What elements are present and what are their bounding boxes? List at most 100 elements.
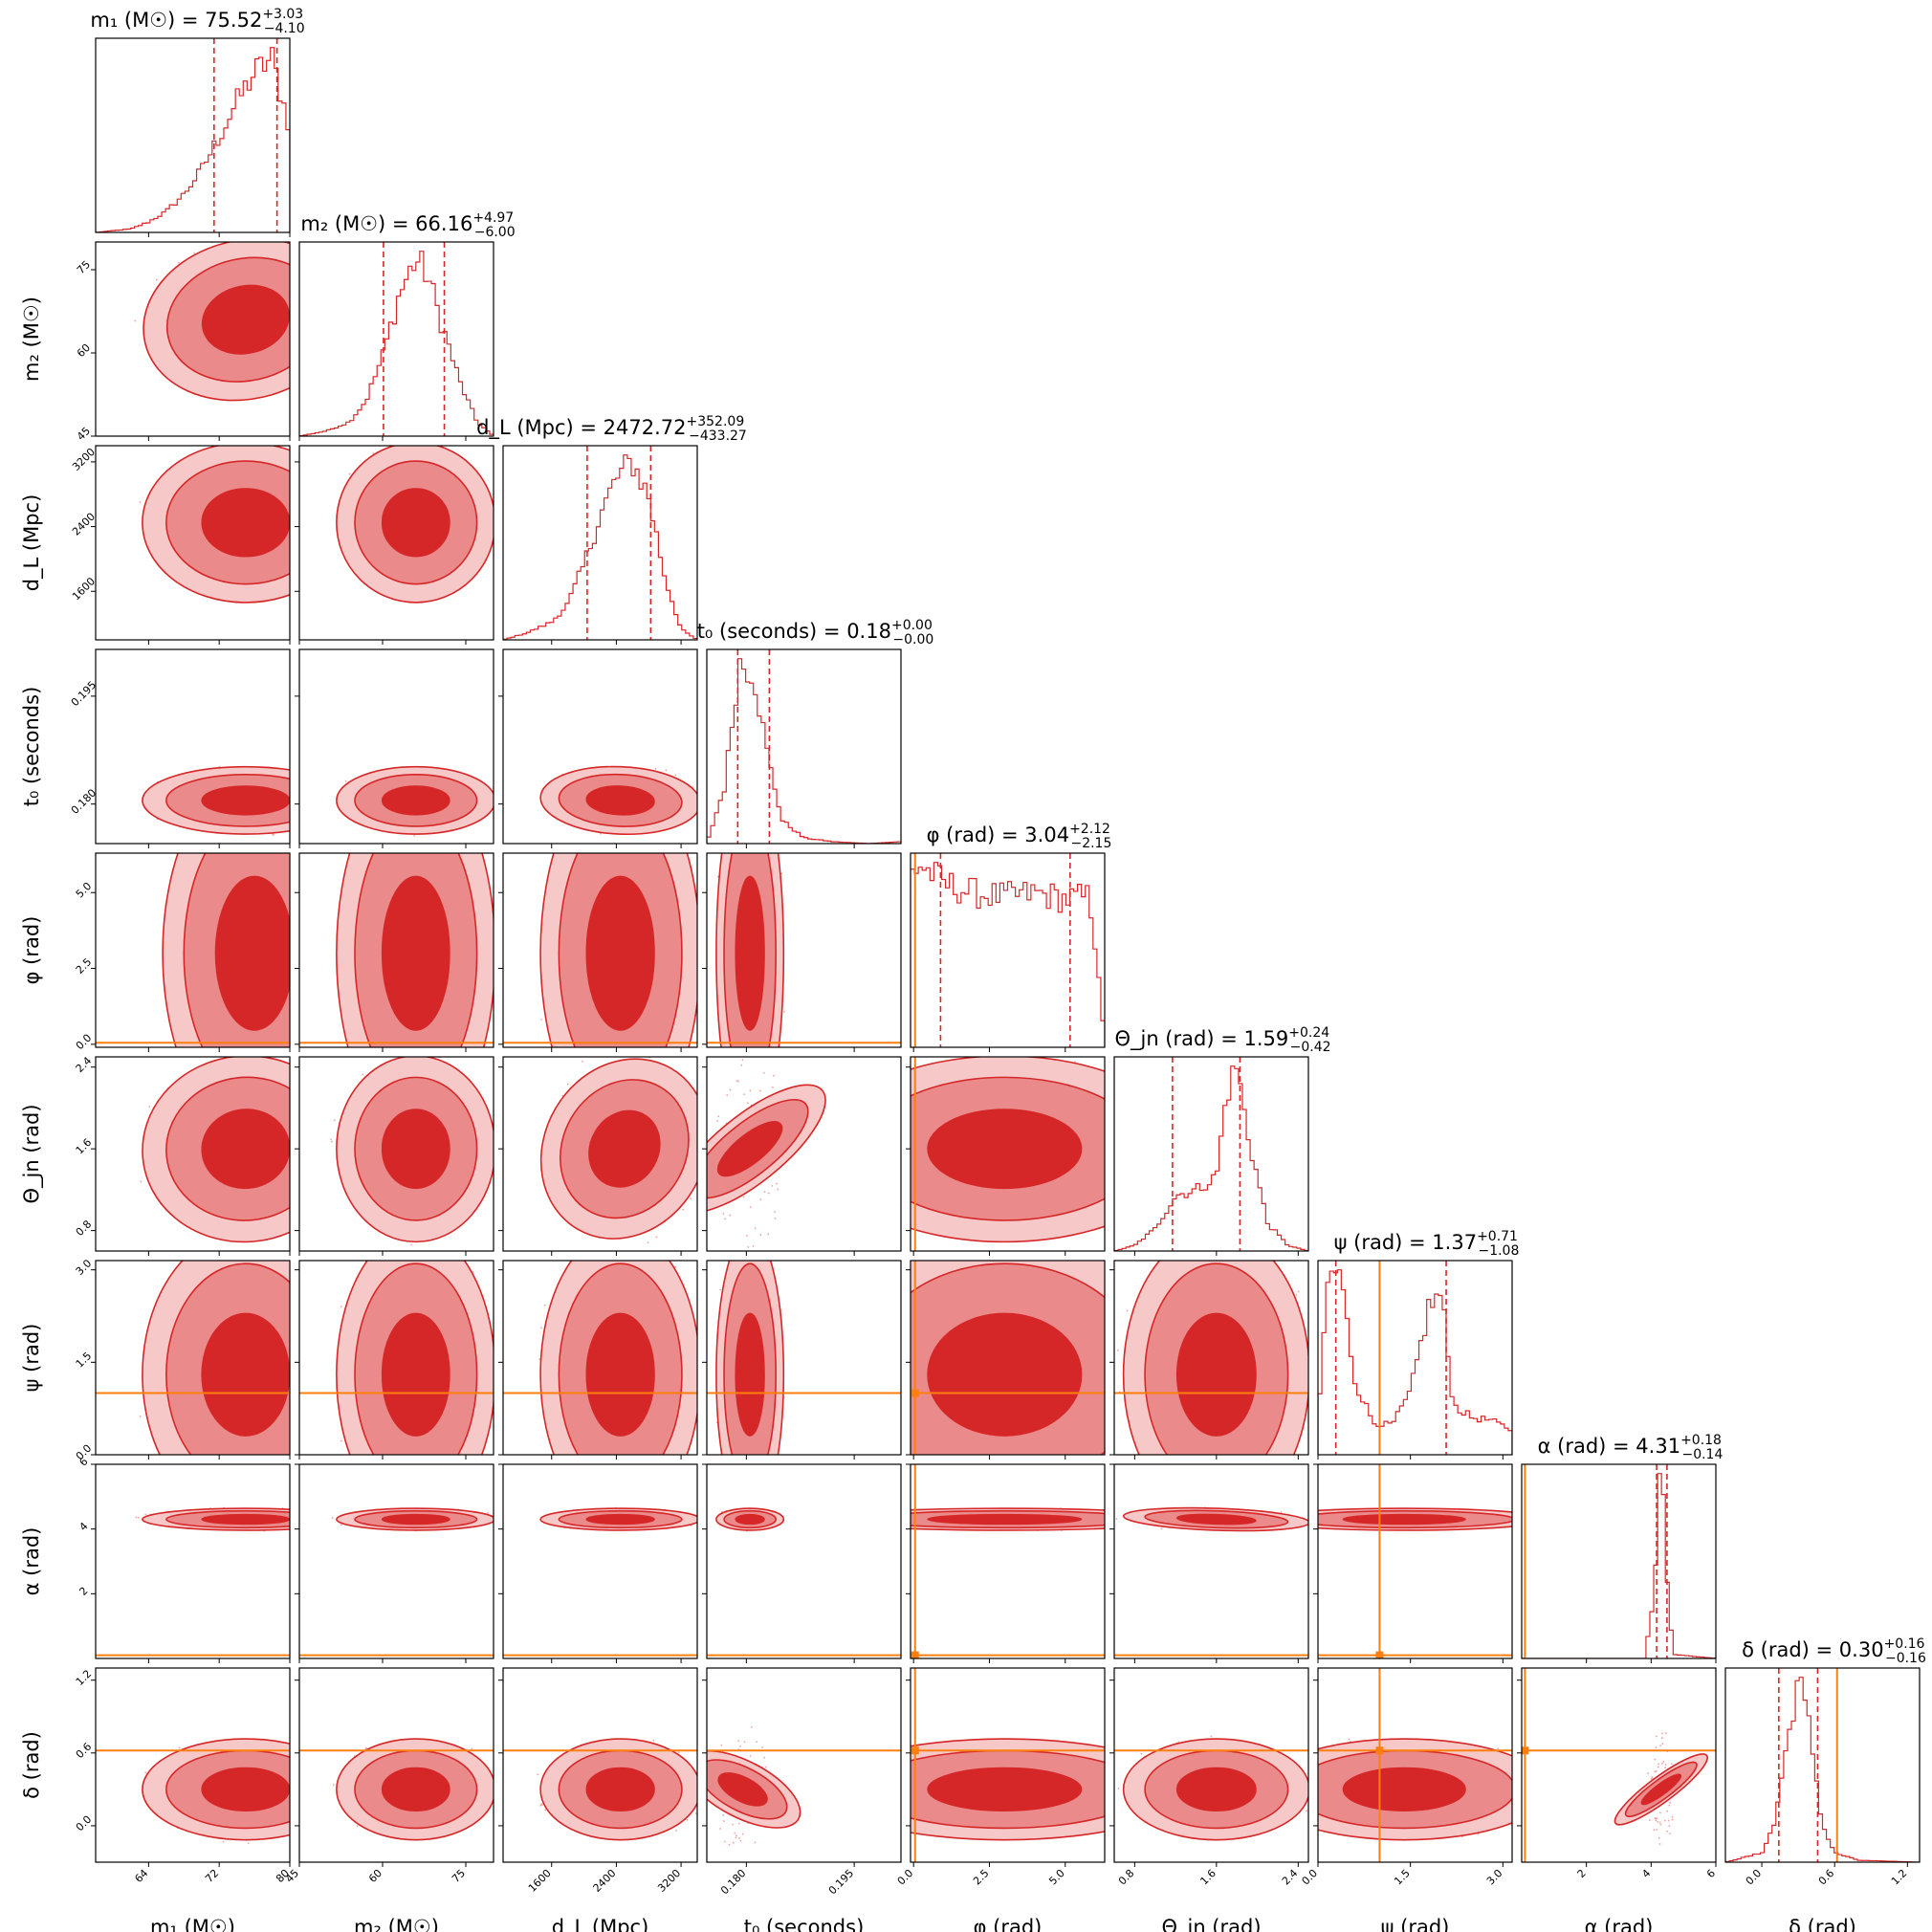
- sample-point: [749, 1754, 752, 1757]
- sample-point: [315, 474, 317, 476]
- y-tick-label: 0.180: [69, 786, 99, 816]
- sample-point: [419, 838, 421, 840]
- sample-point: [1659, 1811, 1661, 1814]
- sample-point: [292, 1291, 294, 1293]
- contour-2: [735, 1513, 765, 1526]
- sample-point: [329, 292, 331, 294]
- joint-1-5: [330, 1057, 494, 1246]
- sample-point: [311, 1523, 313, 1525]
- sample-point: [746, 1235, 748, 1237]
- axes-frame: [1113, 1056, 1309, 1252]
- panel-frame-4-6: [906, 1260, 1106, 1460]
- sample-point: [1661, 1743, 1664, 1745]
- joint-2-6: [503, 1261, 697, 1496]
- sample-point: [674, 1265, 677, 1268]
- sample-point: [908, 1398, 910, 1400]
- sample-point: [336, 1525, 338, 1526]
- sample-point: [326, 1335, 328, 1337]
- sample-point: [540, 1327, 543, 1329]
- sample-point: [328, 1190, 330, 1192]
- sample-point: [1137, 1141, 1139, 1143]
- sample-point: [664, 1494, 666, 1496]
- y-axis-label-2: d_L (Mpc): [20, 494, 44, 592]
- sample-point: [1240, 1254, 1241, 1256]
- sample-point: [739, 1745, 742, 1747]
- sample-point: [543, 1304, 546, 1306]
- sample-point: [735, 1836, 737, 1839]
- sample-point: [329, 1522, 331, 1524]
- sample-point: [1654, 1770, 1657, 1773]
- sample-point: [1174, 1123, 1175, 1125]
- histogram-4: [911, 862, 1105, 1047]
- sample-point: [774, 1211, 777, 1213]
- sample-point: [446, 1473, 448, 1475]
- joint-2-3: [539, 765, 697, 836]
- sample-point: [654, 767, 657, 770]
- sample-point: [1141, 1135, 1143, 1137]
- sample-point: [723, 1820, 725, 1822]
- sample-point: [303, 1385, 305, 1387]
- sample-point: [1312, 1791, 1314, 1793]
- sample-point: [722, 1813, 725, 1816]
- panel-frame-0-7: [91, 1463, 291, 1663]
- sample-point: [746, 1080, 748, 1082]
- sample-point: [759, 1198, 762, 1201]
- contour-2: [735, 875, 765, 1031]
- sample-point: [902, 1146, 904, 1148]
- panel-frame-5-8: [1109, 1667, 1309, 1867]
- joint-3-6: [707, 1261, 901, 1458]
- sample-point: [774, 1218, 777, 1219]
- sample-point: [616, 763, 618, 765]
- sample-point: [305, 1520, 307, 1522]
- sample-point: [743, 1741, 746, 1744]
- panel-frame-2-8: [498, 1667, 698, 1867]
- sample-point: [291, 1521, 293, 1523]
- y-tick-label: 0.195: [69, 679, 99, 709]
- sample-point: [1539, 1783, 1541, 1785]
- x-tick-label: 4: [1639, 1867, 1653, 1880]
- axes-frame: [1521, 1463, 1717, 1659]
- sample-point: [1138, 1479, 1140, 1481]
- sample-point: [256, 1049, 258, 1051]
- histogram-7: [1522, 1473, 1716, 1658]
- axes-frame: [1317, 1260, 1513, 1456]
- sample-point: [757, 1100, 759, 1102]
- y-axis-label-5: Θ_jn (rad): [20, 1104, 44, 1203]
- x-axis-label-2: d_L (Mpc): [552, 1916, 649, 1932]
- sample-point: [1295, 1294, 1298, 1296]
- sample-point: [1656, 1817, 1658, 1820]
- sample-point: [1208, 1480, 1210, 1482]
- axes-frame: [1521, 1667, 1717, 1863]
- sample-point: [264, 1242, 266, 1244]
- sample-point: [771, 1086, 774, 1088]
- axes-frame: [298, 648, 494, 845]
- sample-point: [311, 945, 313, 947]
- axes-frame: [502, 445, 698, 641]
- sample-point: [647, 1241, 649, 1244]
- x-axis-label-6: ψ (rad): [1381, 1916, 1450, 1932]
- sample-point: [848, 1305, 850, 1306]
- panel-frame-4-4: [910, 852, 1106, 1052]
- y-axis-label-3: t₀ (seconds): [20, 687, 43, 807]
- sample-point: [296, 1079, 297, 1081]
- sample-point: [663, 1062, 665, 1064]
- contour-2: [716, 1121, 783, 1177]
- joint-7-8: [1522, 1668, 1716, 1862]
- sample-point: [779, 1456, 780, 1458]
- joint-6-8: [1318, 1668, 1541, 1862]
- sample-point: [896, 1424, 898, 1426]
- sample-point: [330, 482, 332, 484]
- sample-point: [254, 1506, 256, 1508]
- sample-point: [1658, 1763, 1660, 1766]
- sample-point: [677, 1751, 680, 1754]
- sample-point: [144, 1771, 147, 1774]
- histogram-3: [707, 658, 901, 844]
- joint-0-8: [96, 1738, 290, 1845]
- sample-point: [331, 1194, 333, 1196]
- sample-point: [741, 1833, 744, 1835]
- sample-point: [859, 1103, 861, 1105]
- sample-point: [290, 857, 292, 859]
- sample-point: [329, 1161, 331, 1163]
- axes-frame: [1113, 1667, 1309, 1863]
- y-axis-label-6: ψ (rad): [20, 1324, 43, 1393]
